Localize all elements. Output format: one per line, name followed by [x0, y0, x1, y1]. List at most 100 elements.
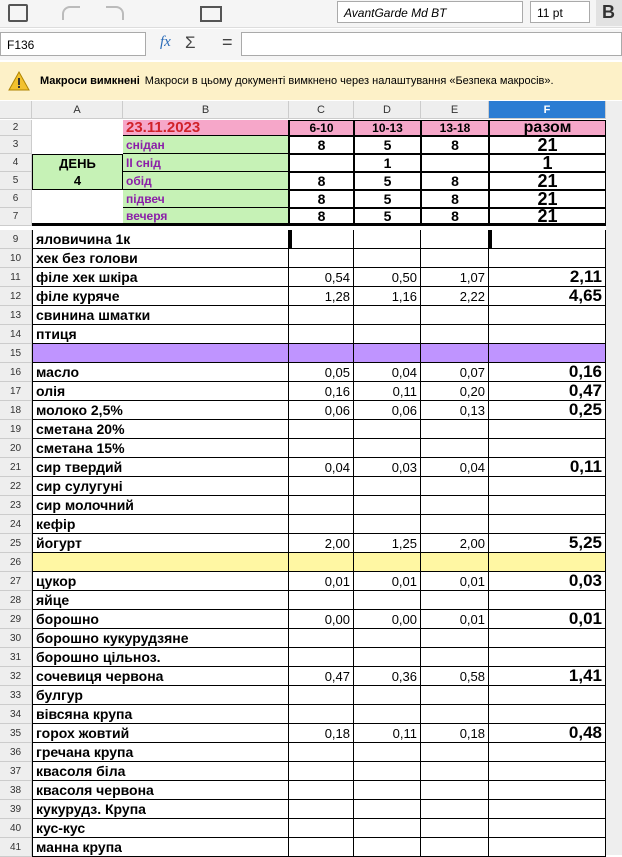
cell	[289, 249, 354, 268]
cell	[354, 515, 421, 534]
column-header: E	[421, 101, 489, 119]
redo-icon[interactable]	[106, 6, 124, 20]
cell: 1,07	[421, 268, 489, 287]
bold-button[interactable]: B	[596, 0, 622, 26]
cell: 0,16	[289, 382, 354, 401]
cell: 0,04	[421, 458, 489, 477]
cell: 0,06	[289, 401, 354, 420]
cell	[123, 762, 289, 781]
font-name-box[interactable]: AvantGarde Md BT	[337, 1, 523, 23]
cell	[32, 190, 123, 208]
row-header: 26	[0, 553, 32, 572]
cell: 0,11	[489, 457, 606, 477]
cell: сир сулугуні	[32, 477, 123, 496]
cell	[289, 743, 354, 762]
cell	[354, 325, 421, 344]
cell	[289, 306, 354, 325]
cell: 0,07	[421, 363, 489, 382]
cell	[289, 629, 354, 648]
cell	[489, 325, 606, 344]
cell: 8	[421, 172, 489, 190]
cell: 0,36	[354, 667, 421, 686]
equals-button[interactable]: =	[222, 32, 233, 52]
cell: 0,50	[354, 268, 421, 287]
row-header: 35	[0, 724, 32, 743]
cell: 21	[489, 189, 606, 209]
column-header: B	[123, 101, 289, 119]
cell	[123, 553, 289, 572]
cell: квасоля біла	[32, 762, 125, 781]
cell: 0,25	[489, 400, 606, 420]
cell: 0,13	[421, 401, 489, 420]
font-size-box[interactable]: 11 pt	[530, 1, 590, 23]
cell	[289, 762, 354, 781]
cell	[489, 553, 606, 572]
cell	[489, 496, 606, 515]
row-header: 41	[0, 838, 32, 857]
row-header: 21	[0, 458, 32, 477]
cell	[123, 572, 289, 591]
name-box[interactable]: F136	[0, 32, 146, 56]
cell: цукор	[32, 572, 123, 591]
row-header: 39	[0, 800, 32, 819]
column-header: F	[489, 101, 606, 119]
cell: 0,01	[421, 572, 489, 591]
cell	[123, 325, 289, 344]
row-header: 27	[0, 572, 32, 591]
cell: борошно	[32, 610, 123, 629]
cell: 0,47	[489, 381, 606, 401]
cell	[421, 648, 489, 667]
cell: філе хек шкіра	[32, 268, 138, 287]
cell	[354, 344, 421, 363]
sheet-edge	[606, 101, 622, 855]
cell	[354, 838, 421, 857]
cell: борошно цільноз.	[32, 648, 161, 667]
cell: свинина шматки	[32, 306, 150, 325]
row-header: 14	[0, 325, 32, 344]
cell	[421, 249, 489, 268]
cell	[489, 515, 606, 534]
cell	[123, 515, 289, 534]
cell	[421, 420, 489, 439]
cell	[123, 705, 289, 724]
cell	[354, 477, 421, 496]
sheet-grid: A B C D E F 2 23.11.2023 6-10 10-13 13-18 разом 3 сні…	[0, 101, 622, 857]
cell: 10-13	[354, 120, 421, 136]
undo-icon[interactable]	[62, 6, 80, 20]
corner	[0, 101, 32, 119]
cell	[421, 477, 489, 496]
row-header: 24	[0, 515, 32, 534]
sum-button[interactable]: Σ	[185, 33, 196, 52]
cell: 5	[354, 190, 421, 208]
cell	[123, 306, 289, 325]
row-header: 25	[0, 534, 32, 553]
cell	[421, 781, 489, 800]
save-icon[interactable]	[8, 4, 28, 22]
cell: ІІ снід	[123, 154, 289, 172]
cell	[123, 667, 289, 686]
cell	[421, 686, 489, 705]
cell: 0,06	[354, 401, 421, 420]
cell	[354, 781, 421, 800]
cell: 21	[489, 206, 606, 226]
row-header: 10	[0, 249, 32, 268]
cell: 2,00	[421, 534, 489, 553]
cell	[421, 762, 489, 781]
formula-input[interactable]	[241, 32, 622, 56]
cell: 1	[489, 153, 606, 173]
cell: 1,41	[489, 666, 606, 686]
cell: ДЕНЬ	[32, 154, 123, 172]
toolbar: AvantGarde Md BT 11 pt B	[0, 0, 622, 28]
column-header: D	[354, 101, 421, 119]
cell	[354, 420, 421, 439]
cell	[289, 154, 354, 172]
format-icon[interactable]	[200, 6, 222, 22]
cell: вівсяна крупа	[32, 705, 132, 724]
cell: 21	[489, 171, 606, 191]
cell: 4,65	[489, 286, 606, 306]
cell	[354, 762, 421, 781]
function-wizard[interactable]: fx	[160, 34, 171, 50]
cell	[289, 838, 354, 857]
column-header: A	[32, 101, 123, 119]
